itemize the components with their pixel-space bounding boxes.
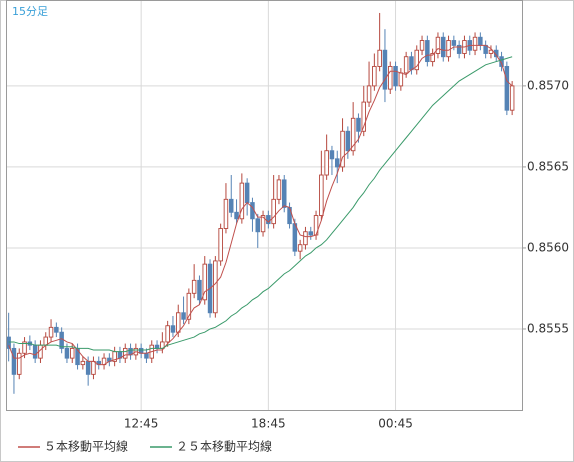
candle-body (456, 44, 462, 54)
candle-body (377, 49, 382, 67)
candle-body (17, 352, 22, 375)
candle-body (48, 326, 54, 338)
candle-body (303, 231, 308, 246)
plot-border (6, 0, 523, 411)
candle-body (170, 325, 176, 333)
candle-body (64, 347, 70, 359)
x-tick-label: 12:45 (124, 417, 159, 431)
candle-body (419, 40, 425, 51)
candle-body (80, 360, 86, 366)
candle-body (388, 65, 393, 90)
candle-body (409, 56, 414, 71)
candle-body (414, 49, 420, 71)
candle-body (509, 85, 515, 111)
candle-body (441, 36, 446, 58)
candle-body (255, 218, 260, 233)
candle-body (54, 326, 59, 333)
candle-body (324, 150, 329, 176)
candle-body (478, 36, 483, 46)
candle-body (85, 360, 91, 375)
candle-body (356, 117, 361, 132)
y-tick-label: 0.8565 (527, 159, 569, 173)
candle-body (144, 352, 149, 359)
candle-body (276, 179, 282, 200)
candle-body (202, 263, 207, 301)
x-tick-label: 00:45 (378, 417, 413, 431)
candle-body (122, 347, 128, 359)
candle-body (91, 360, 96, 375)
candle-body (308, 231, 314, 236)
candle-body (403, 56, 409, 74)
candle-body (181, 312, 186, 320)
candle-body (350, 117, 356, 152)
candle-body (504, 65, 510, 111)
candle-body (191, 279, 197, 294)
legend-label: ２５本移動平均線 (176, 439, 272, 454)
y-tick-label: 0.8555 (527, 321, 569, 335)
candle-body (234, 211, 239, 220)
moving-average-line (8, 56, 513, 353)
candle-body (165, 325, 170, 343)
candle-body (398, 72, 404, 87)
candle-body (266, 215, 271, 225)
candle-body (213, 260, 218, 314)
candle-body (451, 40, 457, 46)
timeframe-label: 15分足 (12, 5, 48, 18)
candle-body (446, 40, 451, 58)
candle-body (488, 49, 494, 54)
candle-body (499, 56, 504, 67)
candle-body (239, 182, 245, 220)
candle-body (430, 53, 435, 63)
candle-body (393, 65, 398, 87)
candle-body (11, 347, 17, 375)
moving-average-line (8, 44, 513, 366)
candle-body (69, 347, 75, 359)
candle-body (218, 228, 223, 262)
candle-body (22, 341, 27, 354)
candle-body (319, 174, 324, 216)
candle-body (382, 49, 388, 90)
candle-body (472, 36, 478, 51)
candle-body (340, 130, 345, 168)
candle-body (197, 279, 202, 301)
candle-body (345, 130, 351, 152)
candle-body (260, 215, 266, 233)
candle-body (223, 198, 229, 229)
candle-body (244, 182, 250, 204)
y-tick-label: 0.8570 (527, 78, 569, 92)
candle-body (282, 179, 287, 208)
candle-body (425, 40, 430, 63)
y-tick-label: 0.8560 (527, 240, 569, 254)
candle-body (361, 101, 367, 132)
candle-body (435, 36, 441, 54)
candle-body (186, 292, 192, 320)
candle-body (6, 336, 11, 349)
candle-body (297, 244, 303, 252)
legend-label: ５本移動平均線 (44, 439, 128, 454)
candle-body (335, 158, 340, 168)
candle-body (32, 344, 38, 359)
candle-body (175, 312, 181, 333)
plot-area (6, 0, 522, 410)
candle-body (329, 150, 335, 160)
candle-body (271, 198, 276, 225)
candle-body (372, 65, 377, 87)
candle-body (366, 85, 372, 103)
candle-body (228, 198, 234, 213)
x-tick-label: 18:45 (251, 417, 286, 431)
candle-body (292, 223, 298, 252)
